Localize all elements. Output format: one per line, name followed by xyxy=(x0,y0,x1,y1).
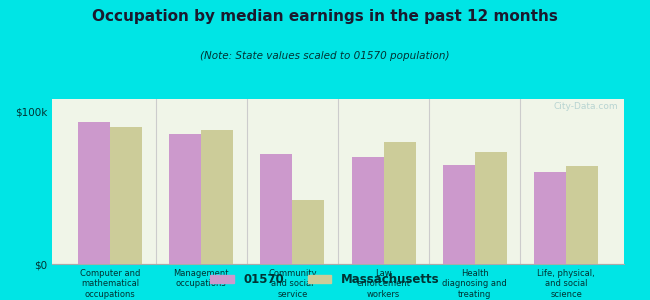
Bar xyxy=(292,200,324,264)
Bar xyxy=(201,130,233,264)
Bar xyxy=(352,157,384,264)
Bar xyxy=(169,134,201,264)
Text: Occupation by median earnings in the past 12 months: Occupation by median earnings in the pas… xyxy=(92,9,558,24)
Bar xyxy=(261,154,292,264)
Text: City-Data.com: City-Data.com xyxy=(554,102,618,111)
Bar xyxy=(110,127,142,264)
Text: (Note: State values scaled to 01570 population): (Note: State values scaled to 01570 popu… xyxy=(200,51,450,61)
Bar xyxy=(443,165,475,264)
Bar xyxy=(475,152,507,264)
Bar xyxy=(566,166,598,264)
Bar xyxy=(534,172,566,264)
Legend: 01570, Massachusetts: 01570, Massachusetts xyxy=(206,269,444,291)
Bar xyxy=(78,122,110,264)
Bar xyxy=(384,142,415,264)
